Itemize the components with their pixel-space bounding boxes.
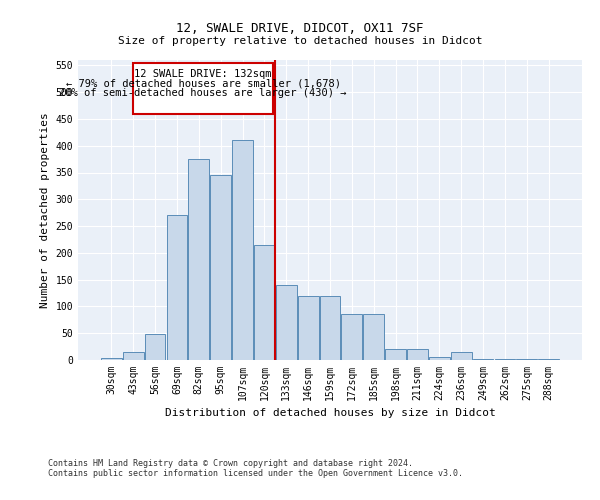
FancyBboxPatch shape	[133, 62, 273, 114]
Bar	[101, 358, 122, 360]
Bar	[385, 350, 406, 360]
Text: Contains public sector information licensed under the Open Government Licence v3: Contains public sector information licen…	[48, 468, 463, 477]
Bar	[276, 285, 296, 360]
X-axis label: Distribution of detached houses by size in Didcot: Distribution of detached houses by size …	[164, 408, 496, 418]
Bar	[451, 352, 472, 360]
Text: 12 SWALE DRIVE: 132sqm: 12 SWALE DRIVE: 132sqm	[134, 69, 272, 79]
Bar	[232, 140, 253, 360]
Bar	[210, 175, 231, 360]
Bar	[145, 334, 166, 360]
Bar	[298, 296, 319, 360]
Bar	[341, 314, 362, 360]
Bar	[254, 245, 275, 360]
Bar	[407, 350, 428, 360]
Bar	[188, 159, 209, 360]
Text: ← 79% of detached houses are smaller (1,678): ← 79% of detached houses are smaller (1,…	[65, 78, 341, 89]
Bar	[123, 352, 143, 360]
Bar	[320, 296, 340, 360]
Bar	[167, 216, 187, 360]
Text: 12, SWALE DRIVE, DIDCOT, OX11 7SF: 12, SWALE DRIVE, DIDCOT, OX11 7SF	[176, 22, 424, 36]
Text: Contains HM Land Registry data © Crown copyright and database right 2024.: Contains HM Land Registry data © Crown c…	[48, 458, 413, 468]
Bar	[364, 314, 384, 360]
Bar	[473, 359, 493, 360]
Y-axis label: Number of detached properties: Number of detached properties	[40, 112, 50, 308]
Text: Size of property relative to detached houses in Didcot: Size of property relative to detached ho…	[118, 36, 482, 46]
Bar	[429, 358, 450, 360]
Text: 20% of semi-detached houses are larger (430) →: 20% of semi-detached houses are larger (…	[59, 88, 347, 98]
